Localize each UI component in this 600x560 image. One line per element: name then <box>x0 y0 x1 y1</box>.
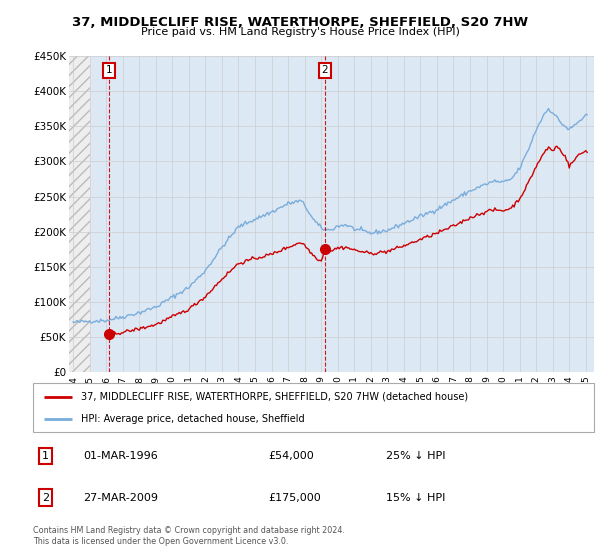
Text: 27-MAR-2009: 27-MAR-2009 <box>83 493 158 502</box>
Text: 2: 2 <box>42 493 49 502</box>
Text: Contains HM Land Registry data © Crown copyright and database right 2024.
This d: Contains HM Land Registry data © Crown c… <box>33 526 345 546</box>
Bar <box>69 56 89 372</box>
Text: 1: 1 <box>42 451 49 461</box>
Bar <box>89 56 594 372</box>
Text: £175,000: £175,000 <box>269 493 322 502</box>
Text: 2: 2 <box>322 65 328 75</box>
Text: 37, MIDDLECLIFF RISE, WATERTHORPE, SHEFFIELD, S20 7HW: 37, MIDDLECLIFF RISE, WATERTHORPE, SHEFF… <box>72 16 528 29</box>
Text: 37, MIDDLECLIFF RISE, WATERTHORPE, SHEFFIELD, S20 7HW (detached house): 37, MIDDLECLIFF RISE, WATERTHORPE, SHEFF… <box>80 392 468 402</box>
Text: 15% ↓ HPI: 15% ↓ HPI <box>386 493 446 502</box>
FancyBboxPatch shape <box>33 383 594 432</box>
Text: £54,000: £54,000 <box>269 451 314 461</box>
Text: HPI: Average price, detached house, Sheffield: HPI: Average price, detached house, Shef… <box>80 413 304 423</box>
Text: 01-MAR-1996: 01-MAR-1996 <box>83 451 158 461</box>
Text: 1: 1 <box>106 65 112 75</box>
Text: Price paid vs. HM Land Registry's House Price Index (HPI): Price paid vs. HM Land Registry's House … <box>140 27 460 37</box>
Text: 25% ↓ HPI: 25% ↓ HPI <box>386 451 446 461</box>
Bar <box>69 56 89 372</box>
